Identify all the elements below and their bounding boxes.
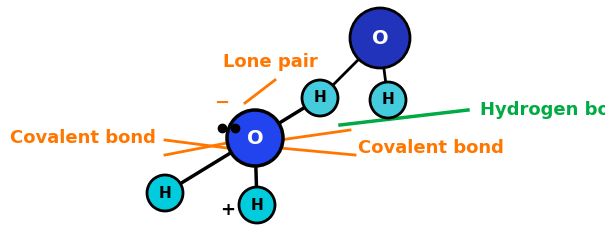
Text: O: O xyxy=(247,129,263,148)
Circle shape xyxy=(370,82,406,118)
Text: Hydrogen bond: Hydrogen bond xyxy=(480,101,605,119)
Text: Lone pair: Lone pair xyxy=(223,53,318,71)
Circle shape xyxy=(147,175,183,211)
Circle shape xyxy=(227,110,283,166)
Text: Covalent bond: Covalent bond xyxy=(358,139,504,157)
Text: Covalent bond: Covalent bond xyxy=(10,129,156,147)
Text: H: H xyxy=(250,198,263,213)
Text: O: O xyxy=(371,29,388,48)
Circle shape xyxy=(239,187,275,223)
Text: H: H xyxy=(313,90,326,105)
Text: H: H xyxy=(159,185,171,200)
Circle shape xyxy=(350,8,410,68)
Text: +: + xyxy=(220,201,235,219)
Text: −: − xyxy=(214,94,229,112)
Circle shape xyxy=(302,80,338,116)
Text: H: H xyxy=(382,93,394,108)
